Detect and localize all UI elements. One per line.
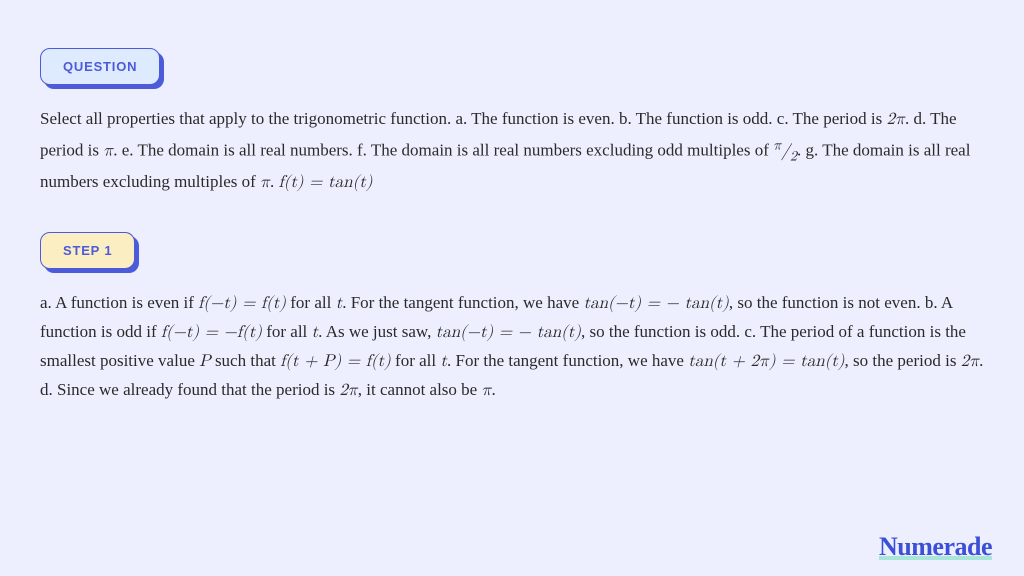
brand-logo: Numerade <box>879 532 992 562</box>
step1-badge: STEP 1 <box>40 232 135 269</box>
question-text: Select all properties that apply to the … <box>40 105 984 198</box>
question-badge: QUESTION <box>40 48 160 85</box>
step1-text: a. A function is even if f(−t) = f(t) fo… <box>40 289 984 405</box>
brand-text: Numerade <box>879 538 992 560</box>
badge-label: STEP 1 <box>40 232 135 269</box>
badge-label: QUESTION <box>40 48 160 85</box>
